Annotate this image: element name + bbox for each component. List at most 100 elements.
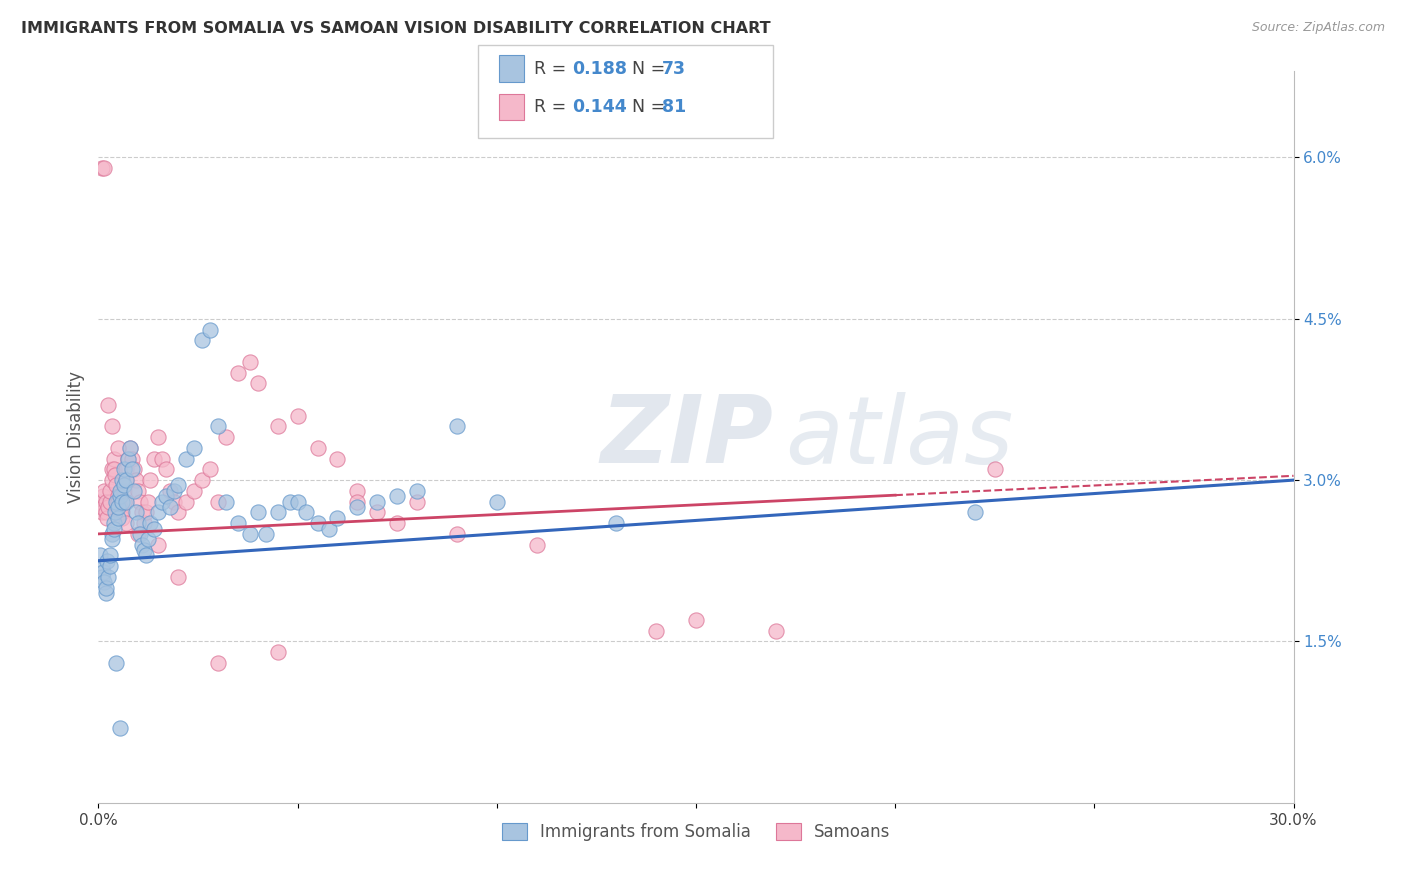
Point	[121, 451, 143, 466]
Point	[115, 494, 138, 508]
Point	[120, 441, 142, 455]
Point	[207, 656, 229, 670]
Point	[207, 419, 229, 434]
Point	[107, 489, 129, 503]
Point	[112, 478, 135, 492]
Point	[107, 500, 129, 514]
Point	[96, 510, 118, 524]
Point	[215, 494, 238, 508]
Point	[645, 624, 668, 638]
Point	[110, 505, 132, 519]
Point	[526, 538, 548, 552]
Point	[174, 451, 197, 466]
Point	[167, 478, 190, 492]
Point	[104, 505, 127, 519]
Point	[91, 500, 114, 514]
Point	[136, 533, 159, 547]
Point	[110, 494, 132, 508]
Point	[143, 521, 166, 535]
Point	[93, 161, 115, 176]
Point	[101, 533, 124, 547]
Point	[287, 494, 309, 508]
Point	[326, 510, 349, 524]
Point	[101, 462, 124, 476]
Point	[139, 473, 162, 487]
Text: R =: R =	[534, 98, 572, 116]
Point	[685, 613, 707, 627]
Point	[131, 505, 153, 519]
Text: atlas: atlas	[786, 392, 1014, 483]
Point	[127, 483, 149, 498]
Point	[346, 494, 368, 508]
Point	[103, 521, 125, 535]
Point	[103, 516, 125, 530]
Text: 0.188: 0.188	[572, 60, 627, 78]
Text: R =: R =	[534, 60, 572, 78]
Point	[765, 624, 787, 638]
Point	[115, 462, 138, 476]
Point	[254, 527, 277, 541]
Legend: Immigrants from Somalia, Samoans: Immigrants from Somalia, Samoans	[494, 814, 898, 849]
Point	[131, 538, 153, 552]
Point	[111, 473, 134, 487]
Point	[111, 505, 134, 519]
Point	[103, 451, 125, 466]
Point	[163, 494, 186, 508]
Text: 73: 73	[662, 60, 686, 78]
Point	[215, 430, 238, 444]
Point	[127, 516, 149, 530]
Point	[115, 516, 138, 530]
Point	[326, 451, 349, 466]
Point	[191, 473, 214, 487]
Point	[100, 473, 122, 487]
Point	[112, 462, 135, 476]
Point	[239, 527, 262, 541]
Point	[94, 494, 117, 508]
Point	[114, 473, 136, 487]
Point	[287, 409, 309, 423]
Point	[278, 494, 301, 508]
Point	[155, 489, 177, 503]
Point	[150, 494, 173, 508]
Point	[167, 505, 190, 519]
Point	[107, 510, 129, 524]
Point	[100, 527, 122, 541]
Point	[114, 473, 136, 487]
Point	[125, 473, 148, 487]
Point	[124, 483, 146, 498]
Point	[318, 521, 340, 535]
Text: N =: N =	[621, 98, 671, 116]
Point	[226, 516, 249, 530]
Point	[366, 505, 388, 519]
Point	[136, 494, 159, 508]
Point	[191, 333, 214, 347]
Text: 0.144: 0.144	[572, 98, 627, 116]
Point	[101, 419, 124, 434]
Point	[385, 516, 409, 530]
Point	[159, 500, 181, 514]
Point	[163, 483, 186, 498]
Point	[148, 538, 170, 552]
Point	[246, 505, 269, 519]
Point	[98, 494, 121, 508]
Point	[139, 516, 162, 530]
Point	[366, 494, 388, 508]
Point	[96, 505, 118, 519]
Point	[125, 505, 148, 519]
Point	[96, 581, 118, 595]
Point	[90, 161, 112, 176]
Point	[267, 645, 290, 659]
Point	[605, 516, 627, 530]
Point	[93, 483, 115, 498]
Point	[239, 355, 262, 369]
Point	[121, 462, 143, 476]
Point	[307, 516, 329, 530]
Point	[129, 527, 152, 541]
Point	[148, 430, 170, 444]
Point	[174, 494, 197, 508]
Point	[446, 419, 468, 434]
Point	[150, 451, 173, 466]
Point	[124, 462, 146, 476]
Point	[267, 505, 290, 519]
Text: N =: N =	[621, 60, 671, 78]
